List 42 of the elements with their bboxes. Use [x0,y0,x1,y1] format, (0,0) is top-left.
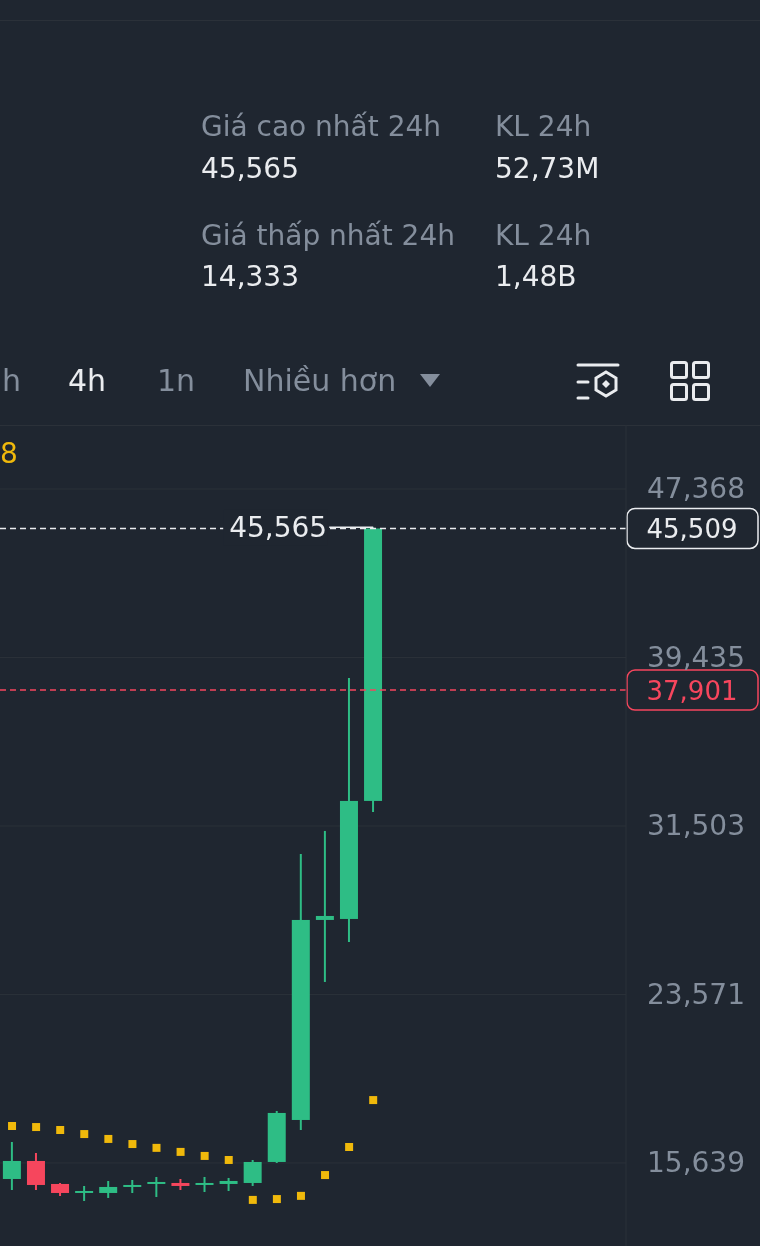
text: KL 24h [495,110,592,143]
point [272,1195,281,1204]
point [128,1140,137,1149]
candlestick [2,1140,21,1191]
point [8,1121,17,1130]
annotation: 45,565 [229,510,328,544]
point [104,1134,113,1143]
point [32,1123,41,1132]
text: Giá thấp nhất 24h [201,219,455,252]
y-tick-label: 23,571 [647,977,745,1011]
candlestick [26,1151,45,1191]
text: 1n [157,363,196,398]
y-tick-label: 31,503 [647,809,745,843]
point [56,1126,65,1135]
point [224,1155,233,1164]
candlestick [315,829,334,983]
text: 4h [68,363,107,398]
text: KL 24h [495,219,592,252]
ref-line-label: 45,509 [646,514,738,545]
annotation: 8 [0,437,18,470]
y-tick-label: 39,435 [647,640,745,674]
point [80,1130,89,1139]
point [345,1143,354,1152]
text: Giá cao nhất 24h [201,110,442,143]
candlestick [147,1175,166,1198]
point [176,1147,185,1156]
text: 52,73M [495,152,600,185]
text: 45,565 [201,152,299,185]
ref-line-label: 37,901 [646,676,738,707]
y-tick-label: 15,639 [647,1146,745,1180]
candlestick [243,1158,262,1187]
point [248,1195,257,1204]
text: h [2,363,22,398]
text: Nhiều hơn [243,363,397,398]
point [369,1096,378,1105]
point [200,1151,209,1160]
point [321,1171,330,1180]
point [152,1143,161,1152]
y-tick-label: 47,368 [647,472,745,506]
text: 14,333 [201,260,299,293]
point [296,1191,305,1200]
text: 1,48B [495,260,577,293]
